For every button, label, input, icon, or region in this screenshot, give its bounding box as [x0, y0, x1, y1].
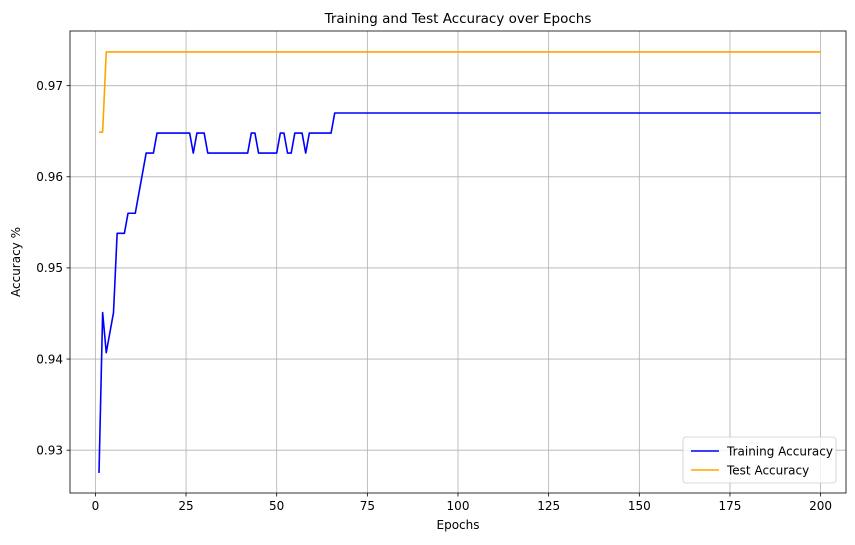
- y-axis-ticks: 0.93 0.94 0.95 0.96 0.97: [36, 79, 70, 457]
- grid-lines: [70, 31, 846, 493]
- x-tick-label: 25: [178, 499, 193, 513]
- x-tick-label: 0: [92, 499, 100, 513]
- x-tick-label: 50: [269, 499, 284, 513]
- y-tick-label: 0.95: [36, 261, 63, 275]
- series-line-training-accuracy: [98, 112, 821, 473]
- y-tick-label: 0.97: [36, 79, 63, 93]
- x-tick-label: 200: [809, 499, 832, 513]
- x-axis-label: Epochs: [437, 518, 480, 532]
- x-axis-ticks: 0 25 50 75 100 125 150 175 200: [92, 493, 832, 513]
- y-tick-label: 0.93: [36, 443, 63, 457]
- legend-box: [682, 436, 837, 484]
- y-axis-label: Accuracy %: [9, 227, 23, 297]
- x-tick-label: 150: [628, 499, 651, 513]
- y-tick-label: 0.96: [36, 170, 63, 184]
- series-lines: [98, 51, 821, 473]
- x-tick-label: 75: [360, 499, 375, 513]
- legend: Training Accuracy Test Accuracy: [682, 436, 837, 484]
- chart-title: Training and Test Accuracy over Epochs: [324, 11, 592, 27]
- x-tick-label: 125: [537, 499, 560, 513]
- legend-label: Test Accuracy: [726, 463, 809, 477]
- plot-area: [69, 30, 847, 494]
- series-line-test-accuracy: [99, 51, 821, 133]
- x-tick-label: 100: [447, 499, 470, 513]
- x-tick-label: 175: [719, 499, 742, 513]
- legend-label: Training Accuracy: [726, 444, 833, 458]
- y-tick-label: 0.94: [36, 352, 63, 366]
